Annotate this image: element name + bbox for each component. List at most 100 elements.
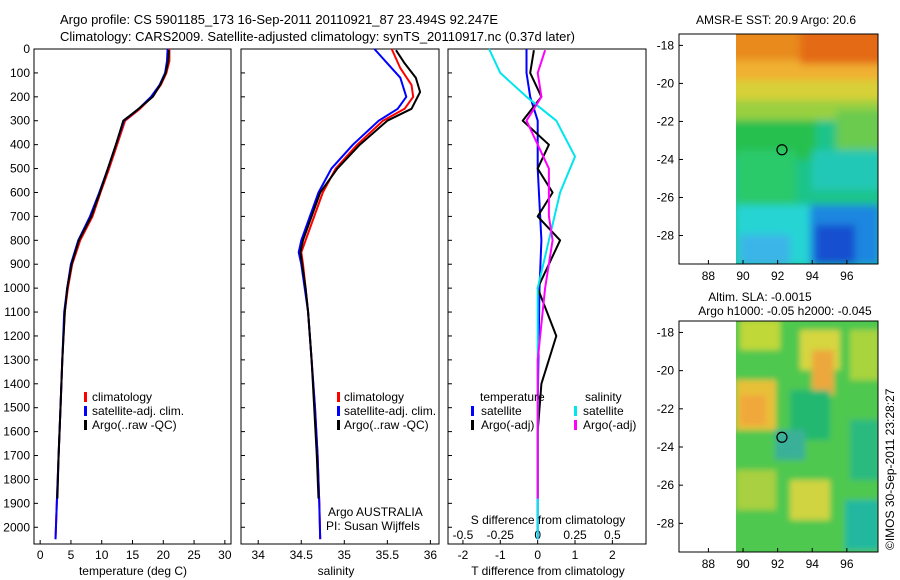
legend-swatch-argo xyxy=(84,420,87,430)
legend-swatch-argo xyxy=(337,420,340,430)
depth-tick-label: 1900 xyxy=(3,496,30,510)
x-tick-label: 10 xyxy=(95,548,109,562)
legend-label-s-satellite: satellite xyxy=(583,404,624,418)
sst-map-frame xyxy=(678,33,879,265)
x-tick-label: -1 xyxy=(495,548,506,562)
copyright-label: ©IMOS 30-Sep-2011 23:28:27 xyxy=(883,388,897,550)
salinity-series xyxy=(297,48,422,540)
figure-title-line2: Climatology: CARS2009. Satellite-adjuste… xyxy=(60,29,575,44)
x-tick-label: 36 xyxy=(424,548,438,562)
map-x-tick-label: 94 xyxy=(806,557,820,571)
map-y-tick-label: -28 xyxy=(657,228,675,242)
map-x-tick-label: 88 xyxy=(702,269,716,283)
x-tick-label: 1 xyxy=(572,548,579,562)
map-x-tick-label: 94 xyxy=(806,269,820,283)
x-tick-label: 34.5 xyxy=(290,548,314,562)
legend-title-salinity: salinity xyxy=(585,390,622,404)
salinity-x-label: salinity xyxy=(318,564,355,578)
depth-tick-label: 1800 xyxy=(3,472,30,486)
depth-tick-label: 1600 xyxy=(3,425,30,439)
series-line-satellite-adj-clim xyxy=(297,48,408,540)
series-line-argo-raw-qc xyxy=(299,49,422,499)
x-tick-label: 34 xyxy=(252,548,266,562)
sla-map-title-line1: Altim. SLA: -0.0015 xyxy=(708,290,812,304)
top-tick-label: 0.5 xyxy=(604,528,621,542)
depth-tick-label: 400 xyxy=(10,138,30,152)
x-tick-label: 35.5 xyxy=(376,548,400,562)
difference-series xyxy=(488,48,576,540)
top-tick-label: -0.25 xyxy=(487,528,515,542)
sst-heatmap xyxy=(736,34,878,264)
map-x-tick-label: 96 xyxy=(840,557,854,571)
x-tick-label: -2 xyxy=(458,548,469,562)
series-line-s-satellite xyxy=(488,48,576,540)
legend-swatch-t-argo xyxy=(471,420,474,430)
pi-label: PI: Susan Wijffels xyxy=(326,519,420,533)
depth-tick-label: 600 xyxy=(10,185,30,199)
x-tick-label: 20 xyxy=(157,548,171,562)
sla-map-title-line2: Argo h1000: -0.05 h2000: -0.045 xyxy=(698,304,872,318)
map-x-tick-label: 92 xyxy=(771,557,785,571)
x-tick-label: 0 xyxy=(534,548,541,562)
difference-legend: temperature satellite Argo(-adj) salinit… xyxy=(471,390,636,432)
temperature-x-axis: 0 5 10 15 20 25 30 xyxy=(37,540,232,562)
legend-title-temperature: temperature xyxy=(480,390,545,404)
argo-position-marker xyxy=(776,144,788,156)
legend-label-argo: Argo(..raw -QC) xyxy=(344,418,429,432)
series-line-argo-raw-qc xyxy=(56,50,170,499)
x-tick-label: 0 xyxy=(37,548,44,562)
legend-swatch-s-satellite xyxy=(574,406,577,416)
map-x-tick-label: 92 xyxy=(771,269,785,283)
depth-tick-label: 1500 xyxy=(3,401,30,415)
map-y-tick-label: -24 xyxy=(657,440,675,454)
map-y-tick-label: -18 xyxy=(657,38,675,52)
depth-tick-label: 100 xyxy=(10,66,30,80)
x-tick-label: 25 xyxy=(187,548,201,562)
x-tick-label: 15 xyxy=(126,548,140,562)
argo-program-label: Argo AUSTRALIA xyxy=(328,505,423,519)
map-x-tick-label: 88 xyxy=(702,557,716,571)
depth-tick-label: 1700 xyxy=(3,449,30,463)
x-tick-label: 30 xyxy=(218,548,232,562)
depth-tick-label: 1400 xyxy=(3,377,30,391)
argo-position-marker xyxy=(776,431,788,443)
legend-swatch-climatology xyxy=(337,392,340,402)
map-y-tick-label: -20 xyxy=(657,364,675,378)
map-y-tick-label: -26 xyxy=(657,478,675,492)
depth-tick-label: 800 xyxy=(10,233,30,247)
s-difference-x-label: S difference from climatology xyxy=(471,513,626,527)
legend-label-argo: Argo(..raw -QC) xyxy=(92,418,177,432)
depth-tick-label: 200 xyxy=(10,90,30,104)
sla-heatmap xyxy=(736,321,878,552)
sst-map-axes: 88 90 92 94 96 -18 -20 -22 -24 -26 -28 xyxy=(657,38,854,283)
map-x-tick-label: 96 xyxy=(840,269,854,283)
legend-label-satellite: satellite-adj. clim. xyxy=(344,404,436,418)
depth-tick-label: 2000 xyxy=(3,520,30,534)
salinity-legend: climatology satellite-adj. clim. Argo(..… xyxy=(337,390,436,432)
map-y-tick-label: -22 xyxy=(657,114,675,128)
difference-panel xyxy=(447,48,647,545)
map-x-tick-label: 90 xyxy=(736,269,750,283)
t-difference-x-axis: -2 -1 0 1 2 xyxy=(458,540,616,562)
series-line-s-argo-adj xyxy=(525,49,554,499)
temperature-legend: climatology satellite-adj. clim. Argo(..… xyxy=(84,390,184,432)
map-x-tick-label: 90 xyxy=(736,557,750,571)
x-tick-label: 5 xyxy=(68,548,75,562)
map-y-tick-label: -18 xyxy=(657,325,675,339)
temperature-series xyxy=(54,48,171,540)
depth-tick-label: 1200 xyxy=(3,329,30,343)
temperature-x-label: temperature (deg C) xyxy=(79,564,187,578)
depth-axis: 0 100 200 300 400 500 600 700 800 900 1000 1100 1200… xyxy=(3,42,452,534)
depth-tick-label: 1000 xyxy=(3,281,30,295)
sla-map-frame xyxy=(678,320,879,553)
map-y-tick-label: -24 xyxy=(657,152,675,166)
sst-map-title: AMSR-E SST: 20.9 Argo: 20.6 xyxy=(696,13,856,27)
depth-tick-label: 900 xyxy=(10,257,30,271)
x-tick-label: 35 xyxy=(338,548,352,562)
map-y-tick-label: -20 xyxy=(657,76,675,90)
legend-label-s-argo: Argo(-adj) xyxy=(583,418,636,432)
depth-tick-label: 500 xyxy=(10,162,30,176)
depth-tick-label: 0 xyxy=(23,42,30,56)
legend-swatch-s-argo xyxy=(574,420,577,430)
map-y-tick-label: -28 xyxy=(657,516,675,530)
